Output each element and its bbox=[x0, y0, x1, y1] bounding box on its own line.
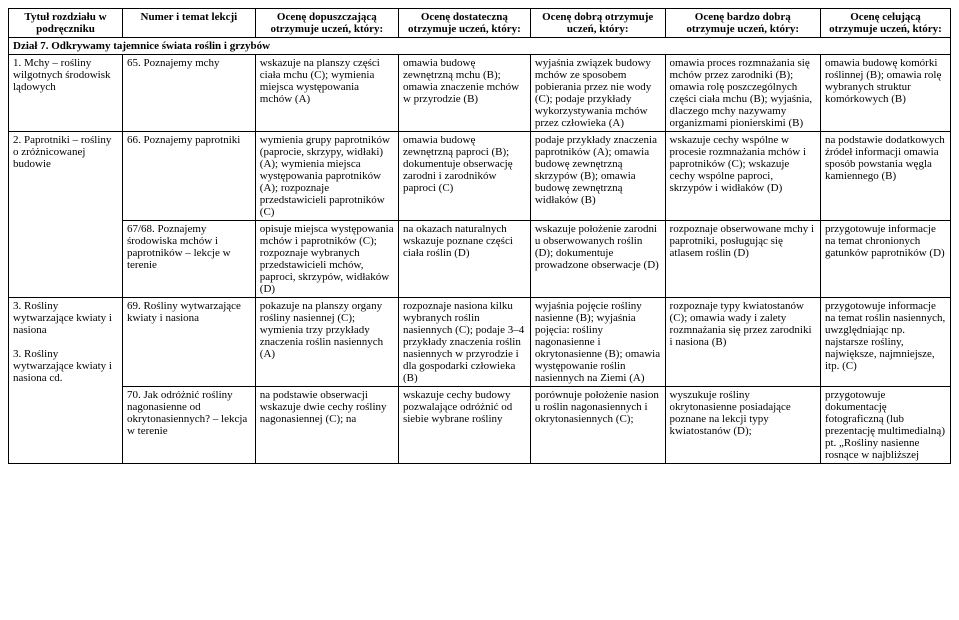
cell-bardzo-dobra: rozpoznaje typy kwiatostanów (C); omawia… bbox=[665, 298, 820, 387]
header-col5: Ocenę dobrą otrzymuje uczeń, który: bbox=[530, 9, 665, 38]
header-col3: Ocenę dopuszczającą otrzymuje uczeń, któ… bbox=[255, 9, 398, 38]
cell-bardzo-dobra: wyszukuje rośliny okrytonasienne posiada… bbox=[665, 387, 820, 464]
header-col7: Ocenę celującą otrzymuje uczeń, który: bbox=[820, 9, 950, 38]
curriculum-table: Tytuł rozdziału w podręczniku Numer i te… bbox=[8, 8, 951, 464]
cell-dobra: porównuje położenie nasion u roślin nago… bbox=[530, 387, 665, 464]
cell-title: 3. Rośliny wytwarzające kwiaty i nasiona… bbox=[9, 298, 123, 464]
cell-dopuszczajaca: wymienia grupy paprotników (paprocie, sk… bbox=[255, 132, 398, 221]
cell-celujaca: przygotowuje informacje na temat roślin … bbox=[820, 298, 950, 387]
cell-dostateczna: na okazach naturalnych wskazuje poznane … bbox=[398, 221, 530, 298]
cell-dopuszczajaca: pokazuje na planszy organy rośliny nasie… bbox=[255, 298, 398, 387]
cell-dostateczna: wskazuje cechy budowy pozwalające odróżn… bbox=[398, 387, 530, 464]
table-row: 67/68. Poznajemy środowiska mchów i papr… bbox=[9, 221, 951, 298]
cell-lesson: 65. Poznajemy mchy bbox=[122, 55, 255, 132]
cell-celujaca: omawia budowę komórki roślinnej (B); oma… bbox=[820, 55, 950, 132]
table-row: 1. Mchy – rośliny wilgotnych środowisk l… bbox=[9, 55, 951, 132]
cell-celujaca: na podstawie dodatkowych źródeł informac… bbox=[820, 132, 950, 221]
cell-lesson: 69. Rośliny wytwarzające kwiaty i nasion… bbox=[122, 298, 255, 387]
cell-bardzo-dobra: wskazuje cechy wspólne w procesie rozmna… bbox=[665, 132, 820, 221]
header-row: Tytuł rozdziału w podręczniku Numer i te… bbox=[9, 9, 951, 38]
cell-lesson: 70. Jak odróżnić rośliny nagonasienne od… bbox=[122, 387, 255, 464]
table-row: 3. Rośliny wytwarzające kwiaty i nasiona… bbox=[9, 298, 951, 387]
table-row: 70. Jak odróżnić rośliny nagonasienne od… bbox=[9, 387, 951, 464]
cell-lesson: 66. Poznajemy paprotniki bbox=[122, 132, 255, 221]
cell-celujaca: przygotowuje dokumentację fotograficzną … bbox=[820, 387, 950, 464]
cell-bardzo-dobra: omawia proces rozmnażania się mchów prze… bbox=[665, 55, 820, 132]
section-title: Dział 7. Odkrywamy tajemnice świata rośl… bbox=[9, 38, 951, 55]
header-col4: Ocenę dostateczną otrzymuje uczeń, który… bbox=[398, 9, 530, 38]
cell-lesson: 67/68. Poznajemy środowiska mchów i papr… bbox=[122, 221, 255, 298]
cell-dobra: wskazuje położenie zarodni u obserwowany… bbox=[530, 221, 665, 298]
section-row: Dział 7. Odkrywamy tajemnice świata rośl… bbox=[9, 38, 951, 55]
header-col1: Tytuł rozdziału w podręczniku bbox=[9, 9, 123, 38]
cell-dopuszczajaca: wskazuje na planszy części ciała mchu (C… bbox=[255, 55, 398, 132]
cell-dopuszczajaca: opisuje miejsca występowania mchów i pap… bbox=[255, 221, 398, 298]
cell-celujaca: przygotowuje informacje na temat chronio… bbox=[820, 221, 950, 298]
cell-dostateczna: omawia budowę zewnętrzną paproci (B); do… bbox=[398, 132, 530, 221]
cell-dobra: wyjaśnia związek budowy mchów ze sposobe… bbox=[530, 55, 665, 132]
cell-dostateczna: omawia budowę zewnętrzną mchu (B); omawi… bbox=[398, 55, 530, 132]
header-col2: Numer i temat lekcji bbox=[122, 9, 255, 38]
cell-dopuszczajaca: na podstawie obserwacji wskazuje dwie ce… bbox=[255, 387, 398, 464]
cell-dostateczna: rozpoznaje nasiona kilku wybranych rośli… bbox=[398, 298, 530, 387]
cell-dobra: podaje przykłady znaczenia paprotników (… bbox=[530, 132, 665, 221]
cell-dobra: wyjaśnia pojęcie rośliny nasienne (B); w… bbox=[530, 298, 665, 387]
table-row: 2. Paprotniki – rośliny o zróżnicowanej … bbox=[9, 132, 951, 221]
header-col6: Ocenę bardzo dobrą otrzymuje uczeń, któr… bbox=[665, 9, 820, 38]
cell-bardzo-dobra: rozpoznaje obserwowane mchy i paprotniki… bbox=[665, 221, 820, 298]
cell-title: 2. Paprotniki – rośliny o zróżnicowanej … bbox=[9, 132, 123, 298]
cell-title: 1. Mchy – rośliny wilgotnych środowisk l… bbox=[9, 55, 123, 132]
